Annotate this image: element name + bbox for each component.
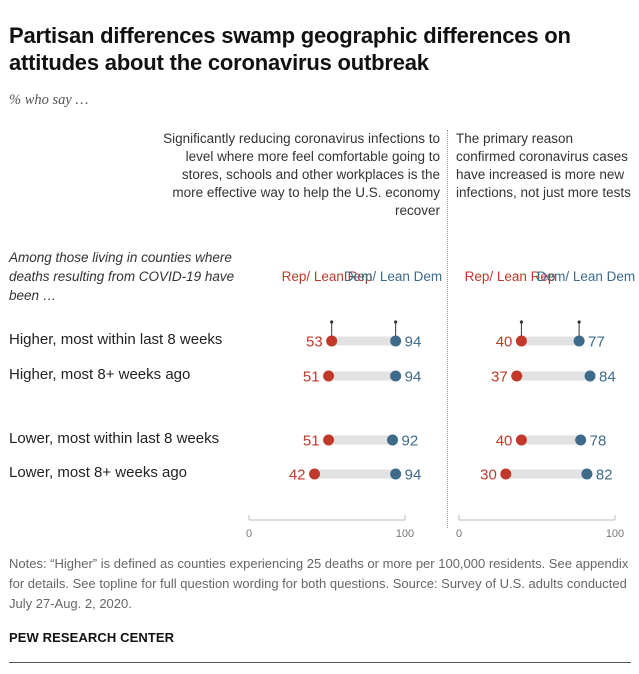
chart-title: Partisan differences swamp geographic di… — [9, 23, 571, 75]
dem-dot — [387, 434, 399, 446]
x-tick-label: 100 — [396, 528, 414, 540]
legend-pointer-dot — [330, 320, 334, 324]
dem-value-label: 84 — [599, 369, 616, 386]
rep-value-label: 30 — [480, 467, 497, 484]
legend-rep-left: Rep/ Lean Rep — [281, 269, 373, 284]
dem-value-label: 92 — [402, 433, 419, 450]
bottom-rule — [9, 662, 631, 663]
legend-pointer-dot — [394, 320, 398, 324]
legend-dem-right: Dem/ Lean Dem — [536, 269, 636, 284]
x-tick-label: 100 — [606, 528, 624, 540]
rep-dot — [511, 370, 523, 382]
left-panel-heading: Significantly reducing coronavirus infec… — [163, 131, 440, 218]
dem-dot — [573, 335, 585, 347]
rep-dot — [326, 335, 338, 347]
rep-dot — [500, 468, 512, 480]
source-brand: PEW RESEARCH CENTER — [9, 630, 175, 645]
dem-dot — [390, 370, 402, 382]
rep-dot — [309, 468, 321, 480]
row-label: Lower, most within last 8 weeks — [9, 430, 220, 447]
legend-pointer-dot — [519, 320, 524, 324]
rep-dot — [323, 434, 335, 446]
x-tick-label: 0 — [456, 528, 462, 540]
rep-value-label: 40 — [496, 433, 513, 450]
rep-value-label: 37 — [491, 369, 508, 386]
dem-value-label: 77 — [588, 334, 605, 351]
rep-value-label: 51 — [303, 369, 320, 386]
dem-dot — [581, 468, 593, 480]
dem-value-label: 78 — [590, 433, 607, 450]
legend-pointer-dot — [577, 320, 581, 324]
legend-rep-right: Rep/ Lean Rep — [464, 269, 556, 284]
rep-dot — [323, 370, 335, 382]
row-label: Higher, most 8+ weeks ago — [9, 366, 191, 383]
legend-dem-left: Dem/ Lean Dem — [343, 269, 443, 284]
rep-dot — [515, 335, 527, 347]
row-label: Lower, most 8+ weeks ago — [9, 464, 188, 481]
rep-value-label: 53 — [306, 334, 323, 351]
dem-dot — [390, 335, 402, 347]
dem-dot — [390, 468, 402, 480]
dem-value-label: 94 — [405, 467, 422, 484]
dem-dot — [584, 370, 596, 382]
rep-dot — [515, 434, 527, 446]
x-tick-label: 0 — [246, 528, 252, 540]
row-label: Higher, most within last 8 weeks — [9, 331, 223, 348]
rep-value-label: 40 — [496, 334, 513, 351]
rep-value-label: 51 — [303, 433, 320, 450]
rep-value-label: 42 — [289, 467, 306, 484]
dem-value-label: 82 — [596, 467, 613, 484]
row-group-label: Among those living in counties where dea… — [9, 250, 235, 303]
chart-subtitle: % who say … — [9, 92, 89, 108]
panel-divider — [447, 130, 448, 528]
right-panel-heading: The primary reason confirmed coronavirus… — [456, 131, 631, 200]
dem-value-label: 94 — [405, 369, 422, 386]
dem-dot — [575, 434, 587, 446]
dem-value-label: 94 — [405, 334, 422, 351]
notes: Notes: “Higher” is defined as counties e… — [9, 556, 629, 611]
